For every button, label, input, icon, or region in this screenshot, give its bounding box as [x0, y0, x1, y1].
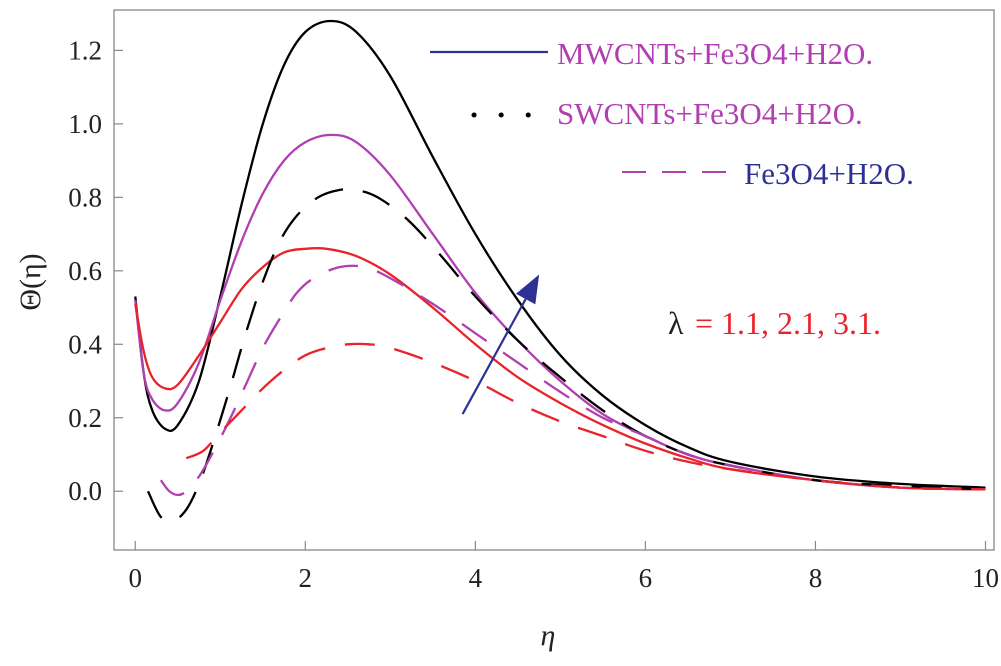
y-tick-label: 1.2	[68, 35, 102, 65]
x-tick-label: 2	[299, 563, 313, 593]
y-tick-label: 0.2	[68, 403, 102, 433]
x-tick-label: 6	[639, 563, 653, 593]
y-tick-label: 0.0	[68, 476, 102, 506]
axis-ticks: 0 2 4 6 8 10 0.0 0.2 0.4 0.6 0.8 1.0 1.2	[68, 35, 999, 593]
y-tick-label: 0.6	[68, 256, 102, 286]
series-red-solid	[134, 246, 986, 491]
y-tick-label: 0.8	[68, 182, 102, 212]
lambda-annotation: λ = 1.1, 2.1, 3.1.	[668, 305, 881, 341]
x-tick-label: 0	[129, 563, 143, 593]
arrow-head	[516, 274, 540, 305]
plot-frame	[113, 9, 995, 551]
x-tick-label: 8	[809, 563, 823, 593]
x-tick-label: 4	[469, 563, 483, 593]
series-black-solid	[134, 19, 986, 489]
lambda-symbol: λ	[668, 305, 684, 341]
y-tick-label: 0.4	[68, 329, 102, 359]
legend: MWCNTs+Fe3O4+H2O. SWCNTs+Fe3O4+H2O. Fe3O…	[430, 36, 914, 191]
x-axis-label: η	[541, 619, 556, 652]
y-tick-label: 1.0	[68, 109, 102, 139]
legend-label-fe3o4: Fe3O4+H2O.	[744, 156, 914, 191]
x-tick-label: 10	[972, 563, 999, 593]
series-red-dashed	[185, 342, 986, 491]
legend-label-mwcnts: MWCNTs+Fe3O4+H2O.	[557, 36, 873, 71]
series-magenta-dashed	[159, 264, 986, 497]
lambda-values: = 1.1, 2.1, 3.1.	[695, 305, 881, 341]
curves	[134, 19, 986, 523]
legend-label-swcnts: SWCNTs+Fe3O4+H2O.	[557, 96, 863, 131]
series-black-dashed	[146, 187, 986, 523]
arrow-shaft	[461, 298, 527, 415]
y-axis-label: Θ(η)	[14, 253, 47, 310]
increasing-arrow	[461, 274, 540, 415]
